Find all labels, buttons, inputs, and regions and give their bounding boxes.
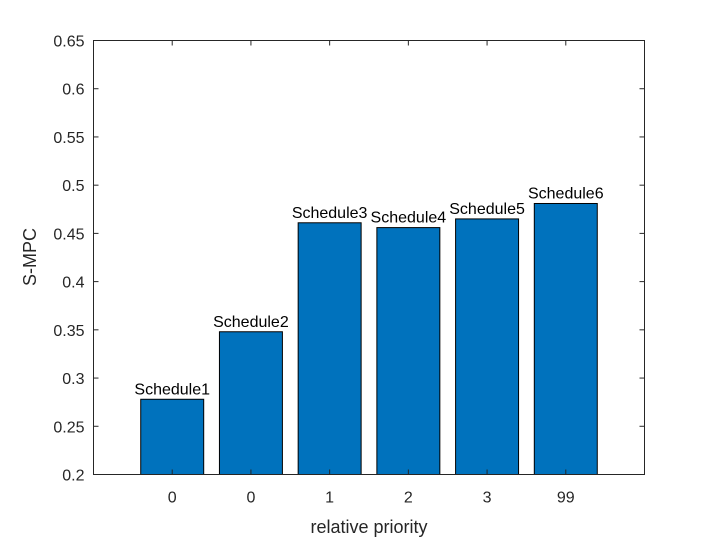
y-tick-label-4: 0.35 [53,323,84,340]
bar-label-6: Schedule6 [528,185,604,202]
bar-label-2: Schedule2 [213,314,289,331]
y-tick-label-1: 0.2 [62,468,84,485]
y-axis: 0.2 0.25 0.3 0.35 0.4 0.45 0.5 0.55 0.6 0.65 [53,34,645,485]
y-tick-label-3: 0.3 [62,371,84,388]
x-axis-label: relative priority [310,517,427,537]
x-tick-label-4: 2 [404,490,413,507]
x-tick-label-2: 0 [246,490,255,507]
y-tick-label-6: 0.45 [53,226,84,243]
bar-label-5: Schedule5 [449,201,525,218]
y-tick-label-2: 0.25 [53,419,84,436]
bar-label-1: Schedule1 [134,381,210,398]
y-tick-label-9: 0.6 [62,82,84,99]
bar-1 [140,398,205,475]
x-axis: 0 0 1 2 3 99 [168,40,575,507]
x-tick-label-3: 1 [325,490,334,507]
y-tick-label-8: 0.55 [53,130,84,147]
bar-4 [376,227,441,475]
bar-label-3: Schedule3 [292,205,368,222]
y-tick-label-10: 0.65 [53,34,84,51]
bars-layer [140,202,598,476]
plot-frame [93,40,645,475]
x-tick-label-1: 0 [168,490,177,507]
bar-label-4: Schedule4 [371,210,447,227]
x-tick-label-5: 3 [483,490,492,507]
y-axis-label: S-MPC [20,228,40,286]
y-tick-label-5: 0.4 [62,275,84,292]
bar-6 [533,202,598,476]
y-tick-label-7: 0.5 [62,178,84,195]
bar-3 [297,222,362,475]
bar-5 [455,218,520,475]
bar-2 [218,331,283,476]
x-tick-label-6: 99 [557,490,575,507]
